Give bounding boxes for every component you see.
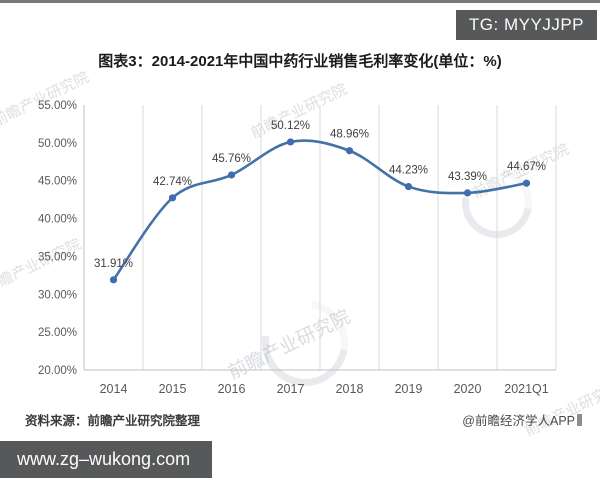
data-point-label: 50.12%	[271, 120, 310, 132]
data-point-label: 45.76%	[212, 153, 251, 165]
credit-cursor-mark	[577, 413, 582, 426]
credit-text: @前瞻经济学人APP	[462, 414, 575, 428]
data-point-marker	[463, 189, 472, 197]
data-point-marker	[345, 147, 354, 155]
data-point-label: 44.23%	[389, 165, 428, 177]
data-point-marker	[404, 182, 413, 191]
x-tick-label: 2015	[159, 382, 187, 396]
y-tick-label: 55.00%	[38, 100, 77, 112]
data-point-label: 44.67%	[507, 161, 546, 173]
y-tick-label: 50.00%	[38, 138, 77, 150]
data-point-marker	[109, 276, 118, 284]
data-point-label: 43.39%	[448, 171, 487, 183]
website-url-bar: www.zg–wukong.com	[0, 441, 212, 478]
chart-title: 图表3：2014-2021年中国中药行业销售毛利率变化(单位：%)	[98, 53, 502, 70]
x-tick-label: 2019	[395, 382, 423, 396]
y-tick-label: 30.00%	[38, 289, 77, 301]
data-point-label: 31.91%	[94, 258, 133, 270]
data-point-label: 42.74%	[153, 176, 192, 188]
credit-note: @前瞻经济学人APP	[462, 410, 582, 429]
x-tick-label: 2020	[454, 382, 482, 396]
y-tick-label: 35.00%	[38, 251, 77, 263]
website-url-text: www.zg–wukong.com	[17, 449, 191, 469]
x-tick-label: 2018	[336, 382, 364, 396]
top-divider-line	[0, 0, 600, 3]
data-point-marker	[168, 194, 177, 202]
data-point-marker	[522, 179, 531, 187]
x-tick-label: 2016	[218, 382, 246, 396]
telegram-badge: TG: MYYJJPP	[455, 10, 597, 40]
line-chart: 20.00% 25.00% 30.00% 35.00% 40.00% 45.00% 50.0…	[38, 100, 557, 396]
y-tick-label: 40.00%	[38, 214, 77, 226]
x-tick-label: 2017	[277, 382, 305, 396]
data-point-label: 48.96%	[330, 129, 369, 141]
data-point-marker	[286, 138, 295, 146]
y-tick-label: 25.00%	[38, 327, 77, 339]
y-tick-label: 20.00%	[38, 365, 77, 377]
source-note: 资料来源：前瞻产业研究院整理	[25, 414, 201, 428]
y-tick-label: 45.00%	[38, 176, 77, 188]
data-point-marker	[227, 171, 236, 179]
x-tick-label: 2014	[100, 382, 128, 396]
x-tick-label: 2021Q1	[504, 382, 549, 396]
